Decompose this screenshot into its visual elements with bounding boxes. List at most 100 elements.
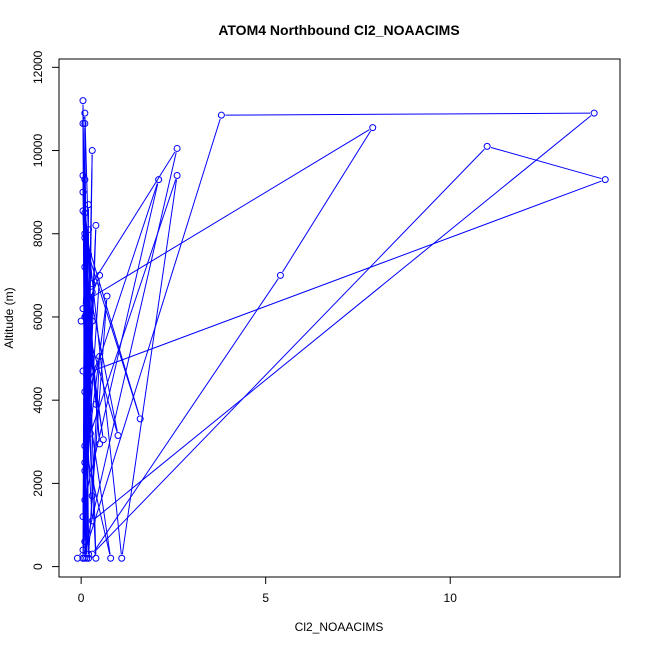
data-point xyxy=(81,109,89,117)
series-segment xyxy=(89,337,118,432)
data-point xyxy=(86,429,94,437)
data-point xyxy=(107,554,115,562)
series-segment xyxy=(282,130,372,273)
data-point xyxy=(81,496,89,504)
data-point xyxy=(96,271,104,279)
data-point xyxy=(81,459,89,467)
data-point xyxy=(83,296,91,304)
y-tick-label: 0 xyxy=(31,563,45,570)
data-point xyxy=(85,413,93,421)
data-point xyxy=(81,313,89,321)
data-point xyxy=(88,288,96,296)
x-axis-label: Cl2_NOAACIMS xyxy=(295,620,384,634)
data-point xyxy=(103,292,111,300)
series-segment xyxy=(84,395,93,517)
series-segment xyxy=(82,312,97,555)
data-point xyxy=(79,188,87,196)
series-segment xyxy=(83,118,221,555)
series-segment xyxy=(95,180,602,371)
data-point xyxy=(85,550,93,558)
data-point xyxy=(590,109,598,117)
series-segment xyxy=(84,300,107,467)
data-point xyxy=(136,415,144,423)
data-point xyxy=(99,436,107,444)
y-tick-label: 6000 xyxy=(31,303,45,330)
plot-frame xyxy=(58,58,621,578)
x-tick-label: 0 xyxy=(78,591,85,605)
data-point xyxy=(81,263,89,271)
series-lines xyxy=(79,104,602,556)
series-segment xyxy=(91,179,177,430)
data-point xyxy=(81,176,89,184)
data-point xyxy=(83,554,91,562)
series-segment xyxy=(85,237,140,416)
data-point xyxy=(92,554,100,562)
data-point xyxy=(81,467,89,475)
y-axis-label: Altitude (m) xyxy=(2,287,16,348)
series-segment xyxy=(225,112,591,116)
series-segment xyxy=(82,196,122,555)
series-segment xyxy=(83,152,177,555)
data-point xyxy=(79,119,87,127)
data-point xyxy=(88,147,96,155)
y-tick-label: 2000 xyxy=(31,470,45,497)
data-point xyxy=(79,546,87,554)
y-tick-label: 12000 xyxy=(31,50,45,84)
data-point xyxy=(173,171,181,179)
data-point xyxy=(88,550,96,558)
data-point xyxy=(81,209,89,217)
series-segment xyxy=(79,553,82,556)
y-tick-label: 4000 xyxy=(31,387,45,414)
data-point xyxy=(79,97,87,105)
data-point xyxy=(114,432,122,440)
y-tick-label: 8000 xyxy=(31,220,45,247)
chart-title: ATOM4 Northbound Cl2_NOAACIMS xyxy=(218,22,459,38)
series-segment xyxy=(84,229,97,555)
data-point xyxy=(96,352,104,360)
data-point xyxy=(81,554,89,562)
x-tick-label: 10 xyxy=(444,591,458,605)
data-point xyxy=(118,554,126,562)
data-point xyxy=(276,271,284,279)
series-segment xyxy=(89,129,370,299)
data-point xyxy=(81,388,89,396)
series-segment xyxy=(85,449,111,555)
data-point xyxy=(79,171,87,179)
data-point xyxy=(85,554,93,562)
data-point xyxy=(88,367,96,375)
data-point xyxy=(85,201,93,209)
data-point xyxy=(85,226,93,234)
series-segment xyxy=(95,115,592,519)
data-point xyxy=(81,234,89,242)
data-point xyxy=(601,176,609,184)
x-axis: 0 5 10 xyxy=(78,576,458,605)
y-tick-label: 10000 xyxy=(31,134,45,168)
data-point xyxy=(81,538,89,546)
data-point xyxy=(85,251,93,259)
series-segment xyxy=(88,360,100,555)
data-point xyxy=(79,305,87,313)
y-axis: 0 2000 4000 6000 8000 10000 12000 xyxy=(31,50,60,570)
series-segment xyxy=(94,278,279,552)
data-point xyxy=(92,221,100,229)
data-point xyxy=(81,119,89,127)
data-point xyxy=(88,517,96,525)
series-segment xyxy=(93,151,176,281)
series-segment xyxy=(121,179,178,555)
data-point xyxy=(85,330,93,338)
data-point xyxy=(81,442,89,450)
data-point xyxy=(79,207,87,215)
data-point xyxy=(173,144,181,152)
data-point xyxy=(483,142,491,150)
data-point xyxy=(92,400,100,408)
data-point xyxy=(88,317,96,325)
data-point xyxy=(155,176,163,184)
data-point xyxy=(217,111,225,119)
data-point xyxy=(88,492,96,500)
series-segment xyxy=(92,300,108,492)
data-point xyxy=(96,440,104,448)
data-point xyxy=(77,317,85,325)
data-point xyxy=(79,367,87,375)
data-point xyxy=(79,513,87,521)
